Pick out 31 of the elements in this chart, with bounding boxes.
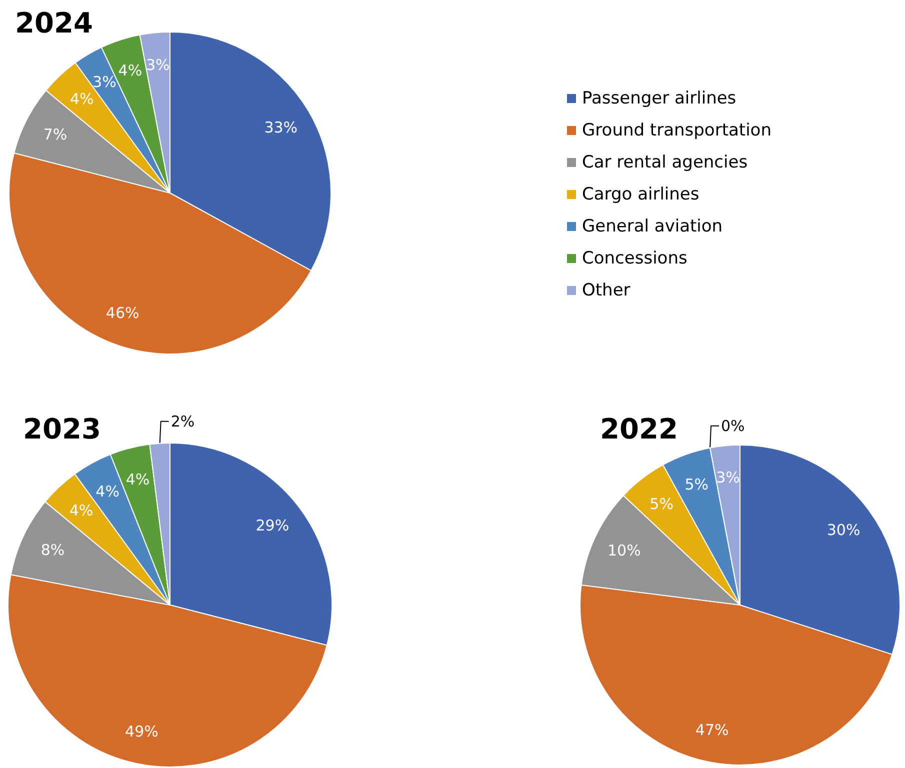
data-label: 4% (69, 502, 94, 520)
data-label: 47% (695, 720, 729, 739)
data-label: 7% (43, 126, 68, 144)
data-label: 4% (70, 90, 94, 108)
data-label: 4% (96, 482, 120, 500)
data-label: 49% (125, 722, 158, 740)
legend-label: Passenger airlines (582, 88, 736, 108)
data-label: 10% (608, 542, 641, 560)
text: 0% (721, 416, 745, 435)
data-label: 4% (118, 62, 142, 80)
legend-label: Concessions (582, 248, 688, 268)
data-label: 30% (826, 520, 860, 539)
chart-title: 2024 (15, 6, 93, 40)
data-label: 46% (106, 304, 140, 322)
legend-label: Other (582, 280, 630, 300)
data-label: 4% (126, 470, 150, 488)
chart-title: 2023 (23, 412, 101, 446)
legend-label: Ground transportation (582, 120, 772, 140)
data-label: 3% (146, 56, 170, 74)
data-label: 5% (684, 476, 709, 494)
data-label: 5% (650, 494, 674, 513)
legend-label: Car rental agencies (582, 152, 748, 172)
data-label: 3% (716, 468, 740, 487)
legend-label: General aviation (582, 216, 723, 236)
data-label: 2% (170, 412, 195, 430)
legend-label: Cargo airlines (582, 184, 700, 204)
chart-title: 2022 (600, 412, 678, 446)
data-label: 8% (40, 540, 65, 559)
data-label: 33% (264, 118, 298, 136)
data-label: 3% (92, 73, 116, 92)
data-label: 29% (256, 516, 290, 535)
